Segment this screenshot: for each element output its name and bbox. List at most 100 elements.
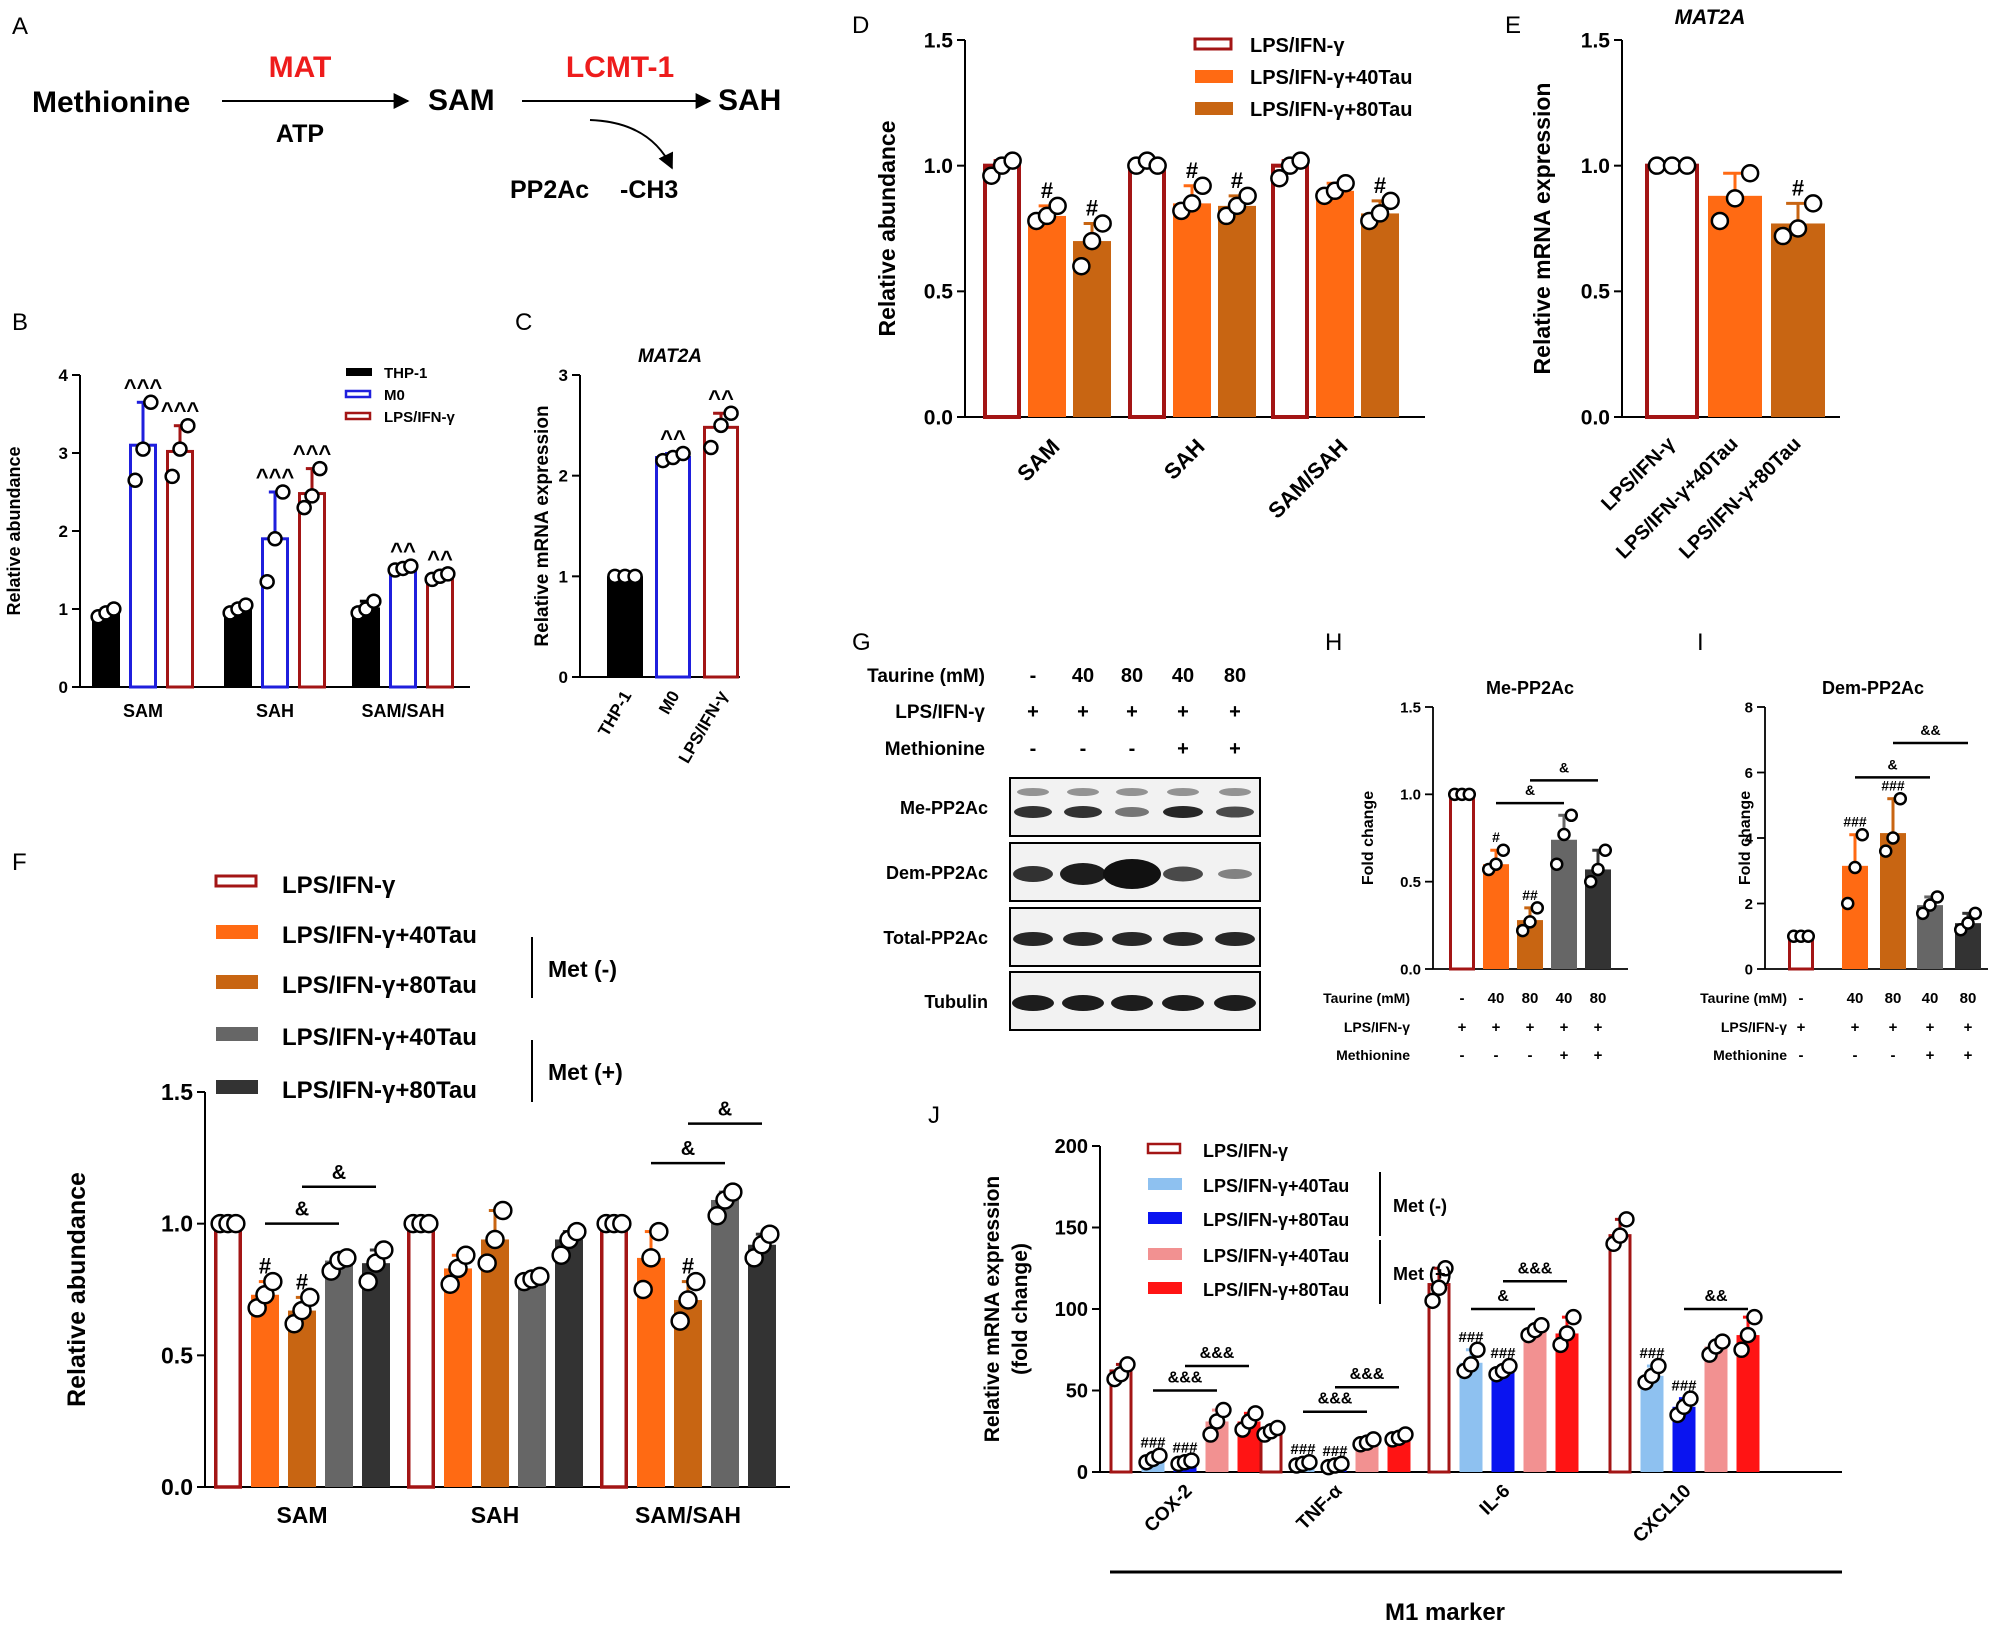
i-row-mark: 40 [1847, 990, 1864, 1007]
f-legend-swatch [216, 1027, 258, 1041]
j-3-s1-bar [1640, 1375, 1664, 1472]
f-x-label: SAM/SAH [635, 1502, 741, 1528]
h-3-data-point [1557, 827, 1571, 842]
d-y-tick-label: 1.0 [924, 155, 953, 178]
b-sah-s2-bar [298, 492, 326, 689]
f-2-s3-bar [711, 1199, 739, 1487]
d-1-s0-bar [1128, 163, 1166, 419]
i-row-mark: + [1926, 1019, 1935, 1036]
e-y-tick-label: 1.5 [1581, 29, 1611, 52]
h-1-data-point [1496, 843, 1511, 857]
j-2-s1-bar [1459, 1362, 1483, 1472]
blot-condition-mark: 80 [1224, 665, 1246, 687]
b-panel-letter: B [12, 309, 28, 336]
f-0-s3-bar [325, 1260, 353, 1487]
m1-marker-label: M1 marker [1385, 1599, 1505, 1626]
b-sah-s2-data-point [312, 460, 328, 477]
f-bracket-label: & [332, 1162, 346, 1184]
j-y-tick-label: 200 [1055, 1136, 1088, 1158]
f-0-s2-bar [288, 1310, 316, 1487]
blot-band [1218, 869, 1252, 879]
f-0-s1-bar [251, 1294, 279, 1487]
j-0-s2-significance: ### [1172, 1440, 1198, 1457]
h-row-mark: + [1458, 1019, 1467, 1036]
blot-condition-mark: - [1030, 665, 1037, 687]
f-1-s3-bar [518, 1278, 546, 1487]
h-title: Me-PP2Ac [1486, 678, 1574, 698]
i-2-data-point [1893, 791, 1908, 806]
d-0-s1-bar [1028, 215, 1066, 417]
j-0-s4-data-point [1247, 1405, 1264, 1422]
b-legend-label: THP-1 [384, 365, 427, 382]
f-group-label: Met (+) [548, 1059, 623, 1085]
j-3-s4-data-point [1733, 1341, 1750, 1358]
panel-d-chart: 0.0 0.5 1.0 1.5 Relative abundance D # # SAM # # SA… [852, 12, 1425, 523]
f-0-s2-data-point [300, 1287, 320, 1308]
j-x-label: COX-2 [1141, 1481, 1197, 1537]
f-x-label: SAH [471, 1502, 520, 1528]
sah-label: SAH [718, 84, 781, 117]
h-2-data-point [1523, 915, 1537, 929]
blot-band [1013, 866, 1053, 882]
i-title: Dem-PP2Ac [1822, 678, 1924, 698]
blot-strip-me-pp2ac [1009, 777, 1261, 837]
j-2-s4-data-point [1558, 1325, 1576, 1342]
f-bracket-label: & [681, 1138, 695, 1160]
f-y-tick-label: 0.0 [161, 1474, 193, 1500]
d-x-label: SAM/SAH [1263, 434, 1352, 523]
b-sah-s0-bar [224, 609, 252, 687]
h-row-mark: + [1560, 1019, 1569, 1036]
i-y-label: Fold change [1737, 791, 1754, 885]
j-y-tick-label: 150 [1055, 1218, 1088, 1240]
j-0-s1-data-point [1151, 1447, 1168, 1464]
f-2-s1-data-point [641, 1248, 661, 1268]
j-bracket-label: &&& [1318, 1391, 1353, 1408]
i-row-label: LPS/IFN-γ [1721, 1019, 1787, 1035]
f-2-s2-significance: # [682, 1254, 694, 1279]
b-legend-label: LPS/IFN-γ [384, 409, 455, 426]
blot-band [1215, 932, 1255, 946]
j-legend-swatch [1148, 1248, 1182, 1260]
f-2-s0-data-point [612, 1213, 632, 1234]
b-sam-s1-data-point [135, 441, 151, 457]
h-row-mark: - [1460, 990, 1465, 1007]
d-y-tick-label: 1.5 [924, 29, 954, 52]
c-y-tick-label: 0 [559, 668, 568, 687]
b-sam-s1-significance: ^^^ [124, 374, 163, 399]
h-4-data-point [1591, 862, 1605, 877]
j-legend-label: LPS/IFN-γ+40Tau [1203, 1246, 1349, 1266]
j-2-s0-bar [1427, 1283, 1451, 1474]
i-bracket-label: & [1887, 756, 1897, 772]
i-1-bar [1842, 865, 1868, 969]
c-y-label: Relative mRNA expression [532, 405, 553, 646]
blot-condition-mark: 40 [1072, 665, 1094, 687]
i-row-mark: + [1964, 1047, 1973, 1064]
j-3-s1-data-point [1650, 1357, 1667, 1375]
c-0-bar [607, 576, 643, 677]
b-sam-s2-significance: ^^^ [161, 398, 200, 423]
j-3-s0-data-point [1611, 1227, 1629, 1244]
e-1-data-point [1740, 163, 1760, 183]
f-2-s2-data-point [678, 1290, 698, 1310]
c-y-tick-label: 3 [559, 366, 568, 385]
j-0-s3-data-point [1215, 1401, 1232, 1419]
j-2-s2-significance: ### [1490, 1345, 1516, 1362]
b-y-tick-label: 0 [59, 678, 68, 697]
d-0-s2-data-point [1072, 256, 1091, 276]
i-row-mark: - [1891, 1047, 1896, 1064]
d-1-s2-significance: # [1231, 168, 1243, 193]
b-sah-s1-data-point [275, 484, 291, 500]
i-0-data-point [1801, 929, 1816, 943]
i-y-tick-label: 8 [1745, 699, 1753, 716]
d-1-s1-data-point [1193, 176, 1212, 196]
j-y-tick-label: 50 [1066, 1381, 1088, 1403]
h-row-mark: + [1560, 1047, 1569, 1064]
j-legend-label: LPS/IFN-γ [1203, 1141, 1288, 1161]
f-2-s3-data-point [723, 1182, 743, 1202]
c-0-data-point [627, 568, 643, 585]
d-y-tick-label: 0.5 [924, 281, 954, 304]
b-y-tick-label: 2 [59, 522, 68, 541]
